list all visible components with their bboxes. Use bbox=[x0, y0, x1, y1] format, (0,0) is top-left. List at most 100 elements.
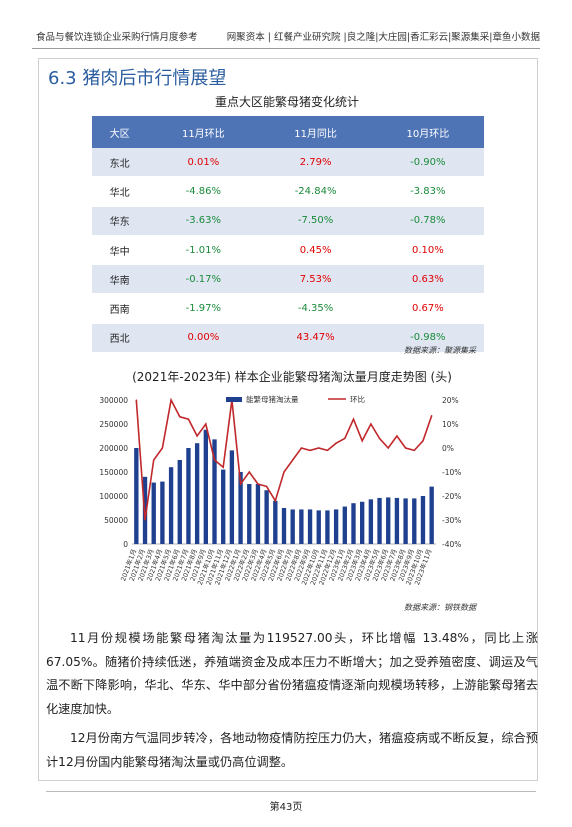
table-cell-region: 华东 bbox=[92, 206, 148, 236]
table-row: 东北 0.01% 2.79% -0.90% bbox=[92, 148, 484, 178]
table-cell-value: 7.53% bbox=[259, 264, 372, 295]
table-cell-region: 华中 bbox=[92, 235, 148, 266]
table-cell-region: 华南 bbox=[92, 264, 148, 295]
bar bbox=[168, 467, 174, 544]
bar bbox=[368, 499, 374, 544]
y-right-tick-label: -10% bbox=[442, 468, 461, 477]
sow-change-table: 大区 11月环比 11月同比 10月环比 东北 0.01% 2.79% -0.90% 华… bbox=[92, 116, 484, 354]
bar bbox=[194, 443, 200, 544]
col-header-nov-mom: 11月环比 bbox=[147, 116, 260, 148]
legend-label-bar: 能繁母猪淘汰量 bbox=[246, 394, 299, 404]
sow-culling-chart: 0 50000 100000 150000 200000 250000 300000 -40%… bbox=[99, 394, 461, 586]
line-point bbox=[205, 423, 207, 425]
table-cell-value: 43.47% bbox=[259, 323, 372, 354]
body-paragraph-2: 12月份南方气温同步转冷，各地动物疫情防控压力仍大，猪瘟疫病或不断反复，综合预计… bbox=[46, 731, 538, 769]
y-left-tick-label: 50000 bbox=[104, 516, 128, 525]
line-point bbox=[326, 449, 329, 451]
bar bbox=[420, 496, 426, 544]
bar bbox=[203, 429, 208, 544]
table-source: 数据来源：聚源集采 bbox=[404, 346, 476, 355]
table-header-row: 大区 11月环比 11月同比 10月环比 bbox=[92, 116, 484, 148]
y-right-tick-label: -20% bbox=[442, 492, 461, 501]
line-point bbox=[266, 485, 268, 487]
bar bbox=[386, 497, 391, 544]
line-point bbox=[431, 415, 433, 417]
content-frame bbox=[38, 58, 538, 781]
table-cell-value: -24.84% bbox=[259, 176, 372, 207]
bar bbox=[316, 510, 321, 544]
bar bbox=[377, 497, 382, 544]
table-row: 华北 -4.86% -24.84% -3.83% bbox=[92, 176, 484, 207]
table-cell-value: -1.01% bbox=[147, 235, 260, 266]
table-cell-value: -0.98% bbox=[371, 323, 484, 354]
line-point bbox=[135, 399, 137, 401]
table-cell-value: -3.63% bbox=[147, 206, 260, 236]
table-cell-value: -4.35% bbox=[259, 293, 372, 324]
line-point bbox=[378, 437, 381, 439]
table-cell-region: 西北 bbox=[92, 323, 148, 354]
bar bbox=[151, 482, 156, 544]
section-title: 6.3 猪肉后市行情展望 bbox=[48, 68, 227, 89]
bar bbox=[221, 469, 226, 544]
bar bbox=[307, 509, 313, 544]
line-point bbox=[187, 418, 190, 420]
header-left-title: 食品与餐饮连锁企业采购行情月度参考 bbox=[36, 32, 198, 43]
bar bbox=[333, 509, 339, 544]
bar bbox=[177, 460, 182, 544]
bar bbox=[299, 509, 304, 544]
table-cell-value: -3.83% bbox=[371, 176, 484, 207]
body-paragraph-1: 11月份规模场能繁母猪淘汰量为119527.00头，环比增幅 13.48%，同比… bbox=[46, 631, 538, 716]
line-point bbox=[274, 500, 276, 502]
bar bbox=[255, 484, 261, 544]
y-left-tick-label: 100000 bbox=[99, 492, 128, 501]
y-left-tick-label: 250000 bbox=[99, 420, 128, 429]
bar bbox=[160, 481, 165, 544]
bar bbox=[186, 448, 191, 544]
table-cell-value: -0.90% bbox=[371, 148, 484, 178]
bar bbox=[325, 510, 330, 544]
bar bbox=[403, 498, 408, 544]
bar bbox=[290, 509, 295, 544]
table-cell-region: 东北 bbox=[92, 148, 148, 178]
footer-divider bbox=[46, 791, 536, 792]
table-title: 重点大区能繁母猪变化统计 bbox=[214, 95, 359, 109]
line-point bbox=[292, 459, 294, 461]
line-point bbox=[396, 435, 398, 437]
table-cell-value: 0.00% bbox=[147, 323, 260, 354]
line-point bbox=[196, 435, 198, 437]
table-cell-value: -1.97% bbox=[147, 293, 260, 324]
line-point bbox=[300, 447, 302, 449]
line-point bbox=[335, 442, 337, 444]
y-right-tick-label: 0% bbox=[442, 444, 454, 453]
line-point bbox=[153, 459, 155, 461]
bar bbox=[394, 497, 400, 544]
y-left-tick-label: 200000 bbox=[99, 444, 128, 453]
table-cell-value: -4.86% bbox=[147, 176, 260, 207]
table-cell-value: -0.78% bbox=[371, 206, 484, 236]
table-cell-value: 0.63% bbox=[371, 264, 484, 295]
y-right-tick-label: 20% bbox=[442, 396, 459, 405]
bar bbox=[264, 490, 269, 544]
line-point bbox=[170, 399, 172, 401]
line-point bbox=[222, 466, 224, 468]
bar bbox=[351, 503, 356, 544]
line-point bbox=[309, 449, 311, 451]
line-point bbox=[318, 447, 320, 449]
table-row: 华东 -3.63% -7.50% -0.78% bbox=[92, 206, 484, 236]
table-cell-value: 0.10% bbox=[371, 235, 484, 266]
header-divider bbox=[32, 48, 540, 49]
page-number: 第43页 bbox=[269, 802, 303, 813]
table-row: 西北 0.00% 43.47% -0.98% bbox=[92, 323, 484, 354]
y-right-tick-label: -40% bbox=[442, 540, 461, 549]
col-header-region: 大区 bbox=[92, 116, 148, 148]
legend-label-line: 环比 bbox=[350, 394, 365, 404]
line-point bbox=[413, 449, 415, 451]
line-point bbox=[239, 483, 242, 485]
table-cell-value: 2.79% bbox=[259, 148, 372, 178]
line-point bbox=[144, 519, 146, 521]
line-point bbox=[213, 459, 216, 461]
line-point bbox=[344, 437, 346, 439]
line-point bbox=[361, 440, 363, 442]
bar bbox=[134, 448, 139, 544]
bar bbox=[281, 508, 287, 544]
